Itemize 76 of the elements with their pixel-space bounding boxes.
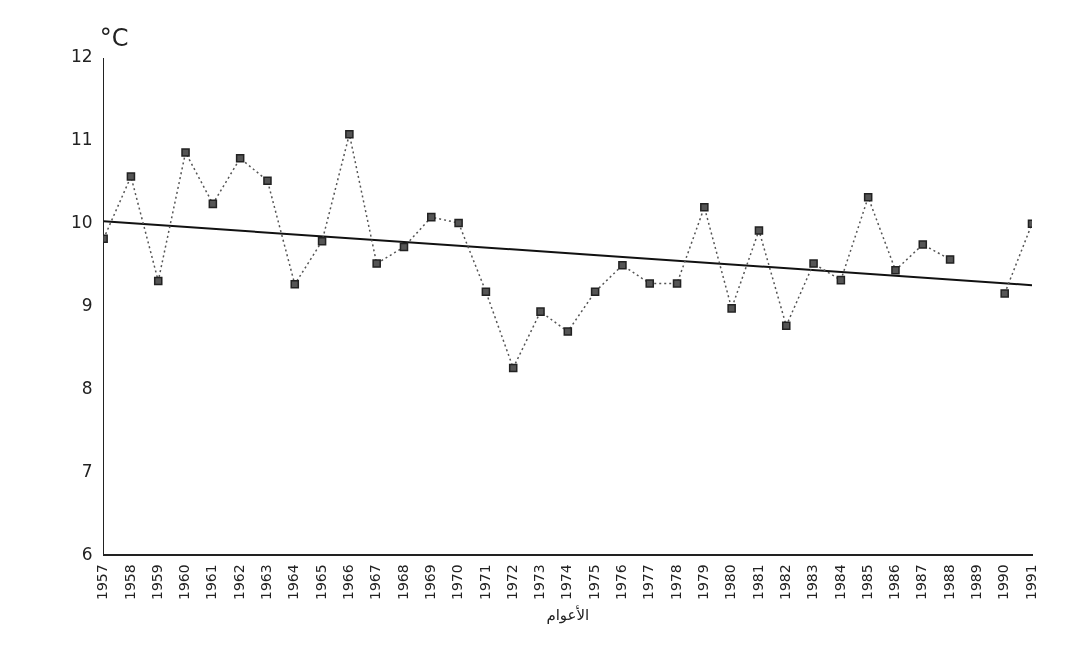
x-tick-label: 1980 [722,564,739,601]
x-tick-label: 1979 [694,564,711,601]
x-tick-label: 1989 [968,564,985,601]
x-tick-label: 1975 [585,564,602,601]
x-tick-label: 1963 [258,564,275,601]
x-tick-label: 1977 [640,564,657,601]
point [427,212,436,222]
point [508,363,518,373]
point [235,154,245,163]
x-tick-label: 1972 [503,564,520,601]
y-tick-label: 12 [70,46,93,67]
point [454,218,463,228]
y-tick-label: 10 [70,212,93,233]
x-tick-label: 1964 [285,564,302,601]
point [809,259,818,268]
x-tick-label: 1965 [312,564,329,601]
y-tick-label: 8 [81,378,93,398]
x-tick-label: 1959 [148,564,165,601]
point [590,287,600,297]
x-tick-label: 1974 [558,564,575,601]
x-tick-label: 1961 [203,564,220,601]
x-tick-label: 1978 [667,564,684,601]
point [618,260,627,270]
point [345,129,354,139]
point [863,192,873,202]
point [781,321,791,331]
point [700,202,709,212]
x-tick-label: 1962 [230,564,247,601]
x-tick-label: 1990 [995,564,1012,601]
point [481,287,491,297]
point [536,307,545,316]
y-axis-title: °C [99,24,129,53]
x-tick-label: 1958 [121,564,138,601]
x-tick-label: 1970 [449,564,466,601]
x-tick-label: 1969 [421,564,438,601]
x-tick-label: 1976 [613,564,630,601]
x-tick-label: 1973 [531,564,548,601]
point [945,255,955,264]
point [918,240,928,249]
x-tick-label: 1968 [394,564,411,601]
point [1000,289,1009,298]
x-tick-label: 1985 [858,564,875,601]
point [645,279,655,288]
x-tick-label: 1991 [1022,564,1039,601]
point [208,199,218,209]
x-axis-title: الأعوام [546,604,590,624]
point [126,172,136,181]
x-tick-label: 1960 [176,564,193,601]
point [891,265,900,275]
x-tick-label: 1971 [476,564,493,601]
point [263,176,272,185]
x-tick-label: 1986 [886,564,903,601]
x-tick-label: 1983 [804,564,821,601]
point [672,279,682,288]
point [563,327,573,336]
point [372,259,381,268]
point [317,236,327,246]
y-tick-label: 7 [81,460,93,481]
x-tick-label: 1988 [940,564,957,601]
y-tick-label: 9 [81,295,93,316]
point [399,242,409,252]
point [290,280,300,289]
point [727,304,736,313]
x-tick-label: 1957 [94,564,111,601]
x-tick-label: 1984 [831,564,848,601]
point [754,226,764,235]
x-tick-label: 1966 [340,564,357,601]
x-tick-label: 1967 [367,564,384,601]
point [153,276,163,286]
y-tick-label: 11 [70,129,93,150]
y-tick-label: 6 [81,543,93,564]
x-tick-label: 1981 [749,564,766,601]
x-tick-label: 1982 [776,564,793,601]
point [181,148,190,157]
x-tick-label: 1987 [913,564,930,601]
point [836,275,846,285]
